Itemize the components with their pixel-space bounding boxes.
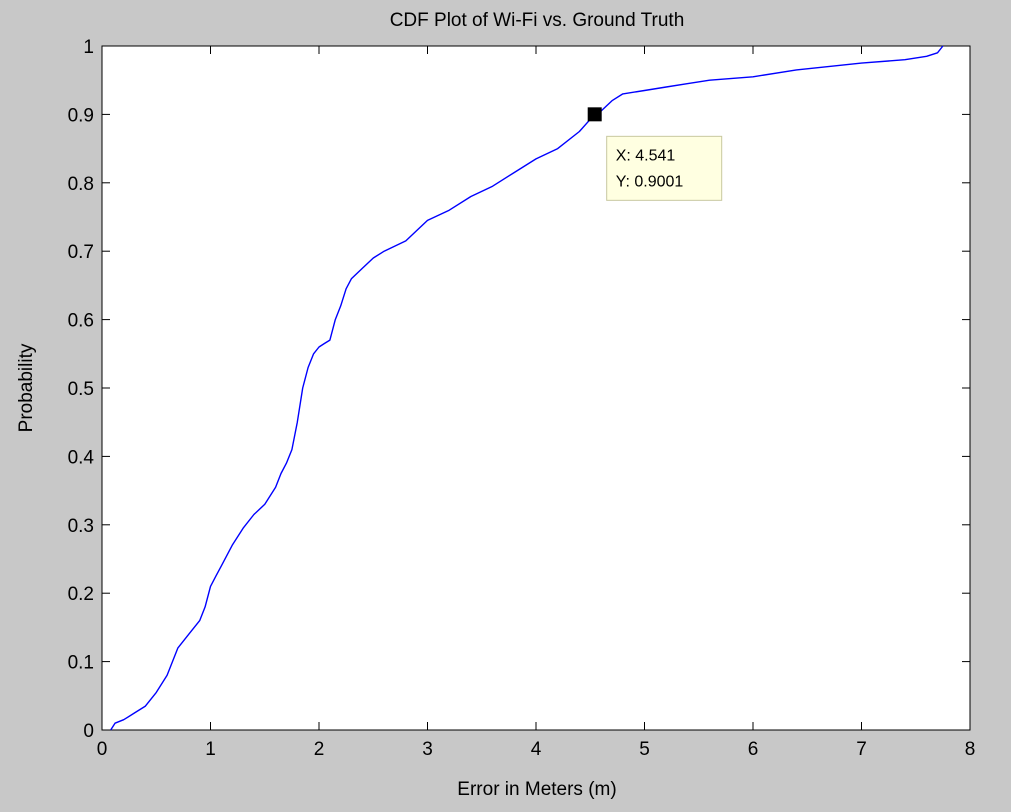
x-tick-label: 4: [531, 739, 542, 760]
y-axis-label: Probability: [16, 343, 37, 432]
y-tick-label: 1: [83, 37, 94, 58]
y-tick-label: 0.6: [68, 311, 94, 332]
y-tick-label: 0.8: [68, 174, 94, 195]
x-tick-label: 5: [639, 739, 650, 760]
y-tick-label: 0.2: [68, 584, 94, 605]
chart-title: CDF Plot of Wi-Fi vs. Ground Truth: [390, 10, 685, 31]
x-tick-label: 0: [97, 739, 108, 760]
x-tick-label: 2: [314, 739, 325, 760]
datatip-y-text: Y: 0.9001: [616, 173, 684, 190]
series-group: [110, 45, 944, 731]
y-tick-label: 0.7: [68, 242, 94, 263]
x-tick-label: 3: [422, 739, 433, 760]
y-tick-label: 0.3: [68, 516, 94, 537]
y-tick-label: 0.1: [68, 653, 94, 674]
x-tick-label: 7: [856, 739, 867, 760]
datatip-marker[interactable]: [587, 107, 602, 122]
y-tick-label: 0: [83, 721, 94, 742]
y-tick-label: 0.4: [68, 447, 95, 468]
datatip-x-text: X: 4.541: [616, 147, 676, 164]
x-tick-label: 6: [748, 739, 759, 760]
datatip-box: [606, 135, 723, 201]
x-tick-label: 8: [965, 739, 976, 760]
x-axis: 0 1 2 3 4 5 6 7 8: [97, 46, 976, 760]
plot-area[interactable]: [101, 45, 971, 731]
y-tick-label: 0.9: [68, 105, 94, 126]
y-tick-label: 0.5: [68, 379, 94, 400]
x-tick-label: 1: [205, 739, 216, 760]
x-axis-label: Error in Meters (m): [457, 779, 616, 800]
datatip[interactable]: X: 4.541 Y: 0.9001: [587, 107, 723, 201]
cdf-line: [110, 45, 944, 731]
y-axis: 0 0.1 0.2 0.3 0.4 0.5 0.6 0.7 0.8 0.9 1: [68, 37, 970, 742]
